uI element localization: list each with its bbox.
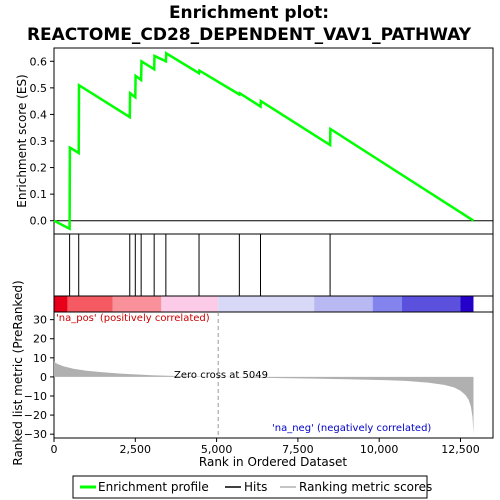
zero-cross-label: Zero cross at 5049 xyxy=(174,370,268,381)
es-y-tick-label: 0.3 xyxy=(30,135,48,148)
metric-y-tick-label: −20 xyxy=(24,409,47,422)
ranking-color-band xyxy=(54,296,474,312)
color-band-segment xyxy=(314,296,373,312)
color-band-segment xyxy=(218,296,315,312)
pos-correlated-label: 'na_pos' (positively correlated) xyxy=(56,313,210,324)
legend: Enrichment profile Hits Ranking metric s… xyxy=(72,475,432,499)
x-tick-label: 7,500 xyxy=(282,443,314,456)
es-y-axis: 0.0 0.1 0.2 0.3 0.4 0.5 0.6 xyxy=(30,55,54,228)
legend-enrichment-label: Enrichment profile xyxy=(98,480,209,494)
es-y-tick-label: 0.0 xyxy=(30,215,48,228)
metric-y-label: Ranked list metric (PreRanked) xyxy=(11,280,25,465)
metric-y-axis: −30 −20 −10 0 10 20 30 xyxy=(24,314,54,441)
es-y-tick-label: 0.4 xyxy=(30,108,48,121)
color-band-segment xyxy=(401,296,461,312)
legend-frame xyxy=(72,475,428,499)
metric-y-tick-label: 10 xyxy=(33,352,47,365)
metric-y-tick-label: 0 xyxy=(40,371,47,384)
metric-panel: −30 −20 −10 0 10 20 30 'na_pos' (positively co… xyxy=(11,280,494,466)
metric-y-tick-label: 30 xyxy=(33,314,47,327)
x-tick-label: 12,500 xyxy=(441,443,480,456)
x-tick-label: 5,000 xyxy=(201,443,233,456)
legend-ranking-label: Ranking metric scores xyxy=(299,480,432,494)
es-panel: 0.0 0.1 0.2 0.3 0.4 0.5 0.6 Enrichment score (… xyxy=(15,47,494,235)
es-y-tick-label: 0.5 xyxy=(30,82,48,95)
x-axis: 0 2,500 5,000 7,500 10,000 12,500 xyxy=(51,438,480,456)
color-band-segment xyxy=(460,296,474,312)
enrichment-profile-line xyxy=(53,51,475,231)
color-band-segment xyxy=(67,296,113,312)
color-band-segment xyxy=(112,296,162,312)
es-y-tick-label: 0.6 xyxy=(30,55,48,68)
x-axis-label: Rank in Ordered Dataset xyxy=(199,455,347,469)
x-tick-label: 10,000 xyxy=(360,443,399,456)
color-band-segment xyxy=(372,296,402,312)
x-tick-label: 0 xyxy=(51,443,58,456)
es-y-label: Enrichment score (ES) xyxy=(15,74,29,207)
legend-hits-label: Hits xyxy=(244,480,267,494)
es-y-tick-label: 0.2 xyxy=(30,162,48,175)
color-band-segment xyxy=(161,296,219,312)
metric-y-tick-label: 20 xyxy=(33,333,47,346)
chart-title-line1: Enrichment plot: xyxy=(169,3,329,23)
chart-title-line2: REACTOME_CD28_DEPENDENT_VAV1_PATHWAY xyxy=(27,25,472,45)
x-tick-label: 2,500 xyxy=(120,443,152,456)
es-y-tick-label: 0.1 xyxy=(30,188,48,201)
metric-y-tick-label: −30 xyxy=(24,428,47,441)
color-band-segment xyxy=(54,296,68,312)
hits-panel xyxy=(53,233,494,313)
neg-correlated-label: 'na_neg' (negatively correlated) xyxy=(272,423,431,434)
hit-lines xyxy=(69,234,331,296)
metric-y-tick-label: −10 xyxy=(24,390,47,403)
